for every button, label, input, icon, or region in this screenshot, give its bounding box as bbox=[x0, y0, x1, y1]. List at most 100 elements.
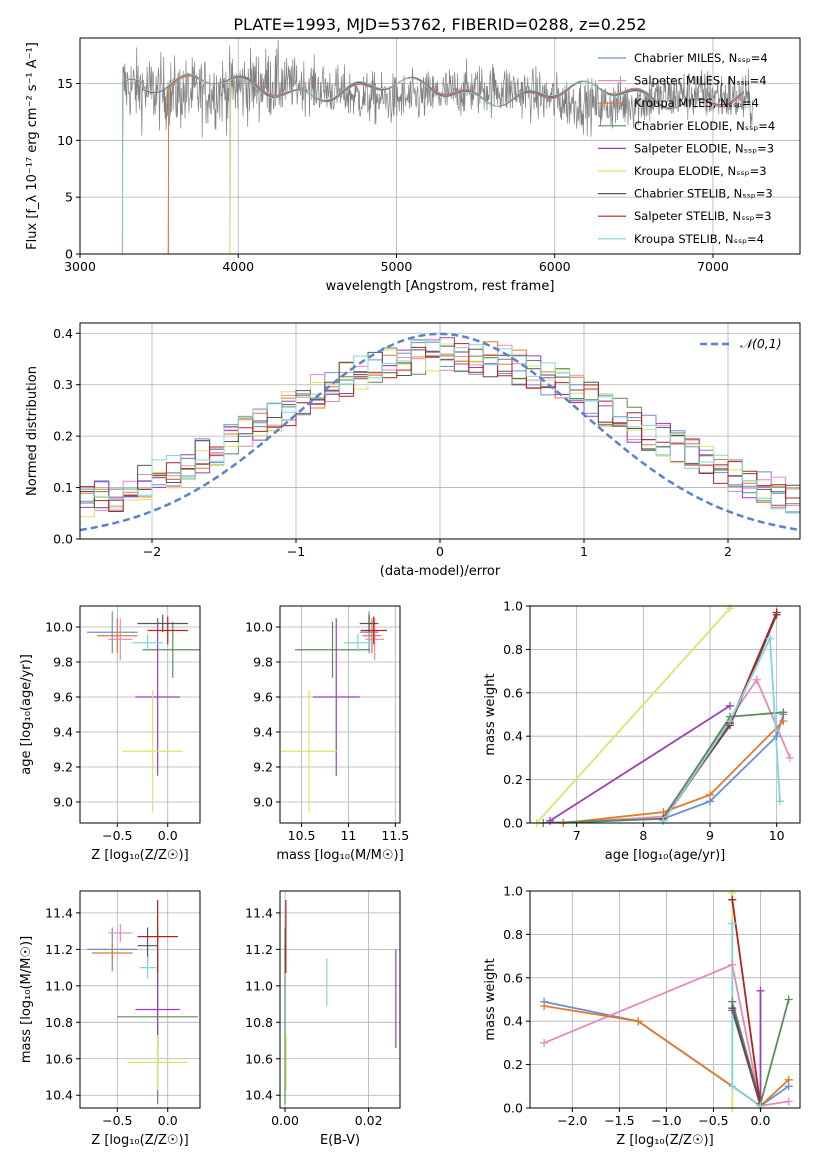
legend-entry: 𝒩(0,1) bbox=[740, 336, 782, 351]
y-tick-label: 0.4 bbox=[503, 729, 523, 744]
y-tick-label: 9.8 bbox=[253, 655, 273, 670]
y-tick-label: 15 bbox=[57, 76, 73, 91]
y-tick-label: 0.0 bbox=[53, 532, 73, 547]
axes-frame bbox=[79, 890, 201, 1109]
weight-line bbox=[563, 720, 784, 823]
weight-marker bbox=[540, 1002, 549, 1011]
y-tick-label: 9.0 bbox=[53, 795, 73, 810]
plot-area bbox=[87, 900, 198, 1105]
weight-marker bbox=[772, 732, 781, 741]
x-tick-label: −0.5 bbox=[698, 1113, 728, 1128]
y-tick-label: 11.0 bbox=[245, 978, 273, 993]
x-tick-label: 0.0 bbox=[751, 1113, 771, 1128]
x-tick-label: 0 bbox=[436, 544, 444, 559]
weight-marker bbox=[540, 1038, 549, 1047]
legend-entry: Kroupa MILES, Nₛₛₚ=4 bbox=[634, 96, 759, 110]
y-tick-label: 0.3 bbox=[53, 377, 73, 392]
panel-age_vs_mass: 10.5 11 11.5 9.0 9.2 9.4 9.6 9.8 10.0 mass [log₁₀… bbox=[245, 605, 409, 863]
errorbar-point bbox=[312, 618, 360, 776]
x-tick-label: 3000 bbox=[64, 259, 96, 274]
errorbar-point bbox=[147, 616, 188, 645]
y-tick-label: 9.8 bbox=[53, 655, 73, 670]
axes-frame bbox=[79, 37, 801, 255]
y-tick-label: 0.6 bbox=[503, 685, 523, 700]
weight-marker bbox=[772, 608, 781, 617]
x-tick-label: −2.0 bbox=[557, 1113, 587, 1128]
errorbar-point bbox=[132, 634, 163, 652]
y-tick-label: 10 bbox=[57, 133, 73, 148]
x-tick-label: 2 bbox=[724, 544, 732, 559]
y-tick-label: 10.0 bbox=[45, 620, 73, 635]
y-tick-label: 10.8 bbox=[45, 1015, 73, 1030]
weight-marker bbox=[776, 797, 784, 806]
errorbar-point bbox=[365, 618, 385, 661]
weight-marker bbox=[728, 1004, 737, 1013]
weight-line bbox=[731, 899, 762, 1106]
errorbar-point bbox=[108, 923, 133, 943]
weight-marker bbox=[779, 717, 788, 726]
y-axis-label: mass [log₁₀(M/M☉)] bbox=[19, 936, 34, 1063]
y-tick-label: 0.0 bbox=[503, 1101, 523, 1116]
errorbar-point bbox=[137, 900, 178, 974]
y-tick-label: 0.2 bbox=[53, 429, 73, 444]
y-axis-label: Normed distribution bbox=[25, 366, 40, 496]
figure-title: PLATE=1993, MJD=53762, FIBERID=0288, z=0… bbox=[233, 15, 646, 34]
axes-frame bbox=[529, 605, 801, 824]
weight-marker bbox=[786, 753, 794, 762]
axes-frame bbox=[529, 890, 801, 1109]
weight-line bbox=[662, 635, 781, 822]
y-tick-label: 9.4 bbox=[253, 725, 273, 740]
panel-age_vs_Z: −0.5 0.0 9.0 9.2 9.4 9.6 9.8 10.0 Z [log₁₀(Z/Z☉)… bbox=[19, 605, 201, 863]
weight-marker bbox=[756, 986, 765, 995]
y-tick-label: 10.8 bbox=[245, 1015, 273, 1030]
y-tick-label: 11.4 bbox=[245, 905, 273, 920]
plot-area bbox=[284, 900, 397, 1105]
x-tick-label: 0.0 bbox=[158, 1113, 178, 1128]
x-tick-label: −2 bbox=[143, 544, 161, 559]
y-tick-label: 0.8 bbox=[503, 642, 523, 657]
weight-marker bbox=[784, 995, 793, 1004]
panel-weight_vs_Z: −2.0 −1.5 −1.0 −0.5 0.0 0.0 0.2 0.4 0.6 0.8 1.0 Z [… bbox=[483, 884, 801, 1148]
errorbar-point bbox=[108, 618, 133, 661]
y-tick-label: 11.4 bbox=[45, 905, 73, 920]
weight-marker bbox=[728, 919, 737, 928]
x-tick-label: 9 bbox=[706, 828, 714, 843]
weight-line bbox=[549, 705, 731, 822]
legend-entry: Kroupa ELODIE, Nₛₛₚ=3 bbox=[634, 164, 767, 178]
x-tick-label: −1.5 bbox=[604, 1113, 634, 1128]
x-tick-label: −1 bbox=[287, 544, 305, 559]
plot-area bbox=[87, 611, 200, 813]
x-tick-label: 10 bbox=[769, 828, 785, 843]
x-tick-label: 0.02 bbox=[355, 1113, 383, 1128]
legend-entry: Kroupa STELIB, Nₛₛₚ=4 bbox=[634, 232, 764, 246]
legend: Chabrier MILES, Nₛₛₚ=4 Salpeter MILES, Nₛ… bbox=[598, 51, 775, 246]
weight-line bbox=[662, 612, 778, 822]
x-tick-label: 0.00 bbox=[271, 1113, 299, 1128]
plot-area bbox=[536, 607, 791, 823]
y-tick-label: 9.4 bbox=[53, 725, 73, 740]
x-tick-label: 7 bbox=[573, 828, 581, 843]
plot-area bbox=[80, 332, 800, 532]
y-tick-label: 0.2 bbox=[503, 772, 523, 787]
weight-marker bbox=[728, 1082, 737, 1091]
x-axis-label: Z [log₁₀(Z/Z☉)] bbox=[91, 848, 188, 863]
y-tick-label: 0.4 bbox=[53, 326, 73, 341]
y-tick-label: 0.4 bbox=[503, 1014, 523, 1029]
y-tick-label: 9.6 bbox=[53, 690, 73, 705]
x-axis-label: (data-model)/error bbox=[380, 564, 501, 579]
x-tick-label: 8 bbox=[639, 828, 647, 843]
weight-marker bbox=[706, 790, 714, 799]
y-tick-label: 10.6 bbox=[245, 1051, 273, 1066]
x-tick-label: 4000 bbox=[222, 259, 254, 274]
x-tick-label: 11.5 bbox=[381, 828, 409, 843]
y-tick-label: 9.0 bbox=[253, 795, 273, 810]
x-tick-label: 5000 bbox=[381, 259, 413, 274]
errorbar-point bbox=[139, 956, 156, 979]
errorbar-point bbox=[359, 614, 379, 633]
x-tick-label: 0.0 bbox=[158, 828, 178, 843]
y-tick-label: 9.6 bbox=[253, 690, 273, 705]
y-axis-label: Flux [f_λ 10⁻¹⁷ erg cm⁻² s⁻¹ A⁻¹] bbox=[25, 42, 40, 250]
y-tick-label: 0.2 bbox=[503, 1057, 523, 1072]
